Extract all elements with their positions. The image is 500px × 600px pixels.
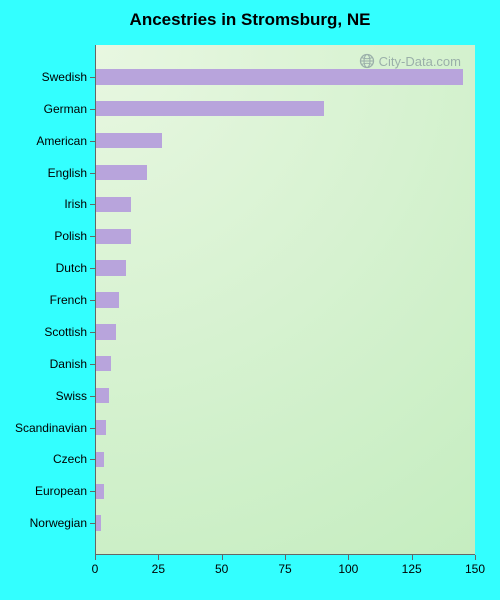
y-tick (90, 109, 95, 110)
y-tick (90, 173, 95, 174)
bar (96, 69, 463, 84)
bar (96, 484, 104, 499)
y-axis-label: American (36, 134, 87, 148)
y-tick (90, 204, 95, 205)
bar (96, 197, 131, 212)
bar (96, 388, 109, 403)
bar (96, 452, 104, 467)
bar (96, 229, 131, 244)
bar (96, 356, 111, 371)
y-axis-label: German (44, 102, 87, 116)
y-tick (90, 268, 95, 269)
chart-title: Ancestries in Stromsburg, NE (0, 10, 500, 30)
bar (96, 324, 116, 339)
y-tick (90, 332, 95, 333)
bar (96, 292, 119, 307)
y-axis-label: Czech (53, 452, 87, 466)
x-tick (95, 555, 96, 560)
watermark: City-Data.com (359, 53, 461, 69)
y-tick (90, 236, 95, 237)
watermark-text: City-Data.com (379, 54, 461, 69)
y-axis-label: Scandinavian (15, 421, 87, 435)
x-tick-label: 50 (215, 562, 228, 576)
y-axis-label: French (50, 293, 87, 307)
chart-container: Ancestries in Stromsburg, NE City-Data.c… (0, 0, 500, 600)
x-tick (348, 555, 349, 560)
y-axis-label: Polish (54, 229, 87, 243)
plot-area: City-Data.com (95, 45, 475, 555)
y-axis-label: Danish (50, 357, 87, 371)
y-axis-label: Swiss (56, 389, 87, 403)
y-axis-label: English (48, 166, 87, 180)
y-axis-label: Irish (64, 197, 87, 211)
y-tick (90, 300, 95, 301)
y-tick (90, 523, 95, 524)
plot-outer: City-Data.com (95, 45, 475, 555)
bar (96, 420, 106, 435)
x-tick (412, 555, 413, 560)
bar (96, 260, 126, 275)
y-tick (90, 428, 95, 429)
bar (96, 133, 162, 148)
x-tick-label: 150 (465, 562, 485, 576)
y-tick (90, 491, 95, 492)
x-tick (222, 555, 223, 560)
x-tick-label: 75 (278, 562, 291, 576)
bar (96, 165, 147, 180)
y-tick (90, 141, 95, 142)
x-tick (285, 555, 286, 560)
x-tick-label: 25 (152, 562, 165, 576)
globe-icon (359, 53, 375, 69)
y-axis-label: European (35, 484, 87, 498)
bar (96, 101, 324, 116)
y-axis-label: Norwegian (30, 516, 87, 530)
y-axis-label: Dutch (56, 261, 87, 275)
y-tick (90, 364, 95, 365)
x-tick (475, 555, 476, 560)
y-tick (90, 77, 95, 78)
y-tick (90, 396, 95, 397)
x-tick (158, 555, 159, 560)
y-tick (90, 459, 95, 460)
x-tick-label: 0 (92, 562, 99, 576)
bar (96, 515, 101, 530)
x-tick-label: 100 (338, 562, 358, 576)
x-tick-label: 125 (402, 562, 422, 576)
y-axis-label: Scottish (44, 325, 87, 339)
y-axis-label: Swedish (42, 70, 87, 84)
